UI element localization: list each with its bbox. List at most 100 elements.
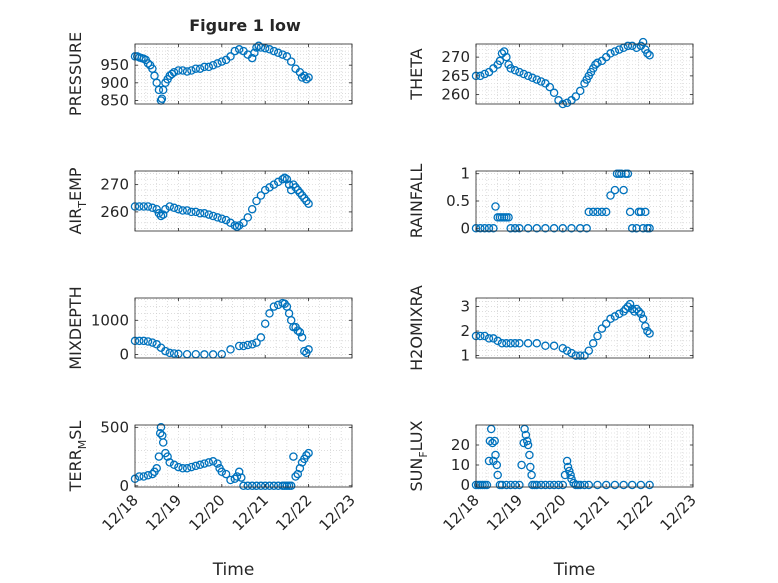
data-point <box>597 324 607 333</box>
data-point <box>226 218 235 228</box>
data-point <box>562 98 572 108</box>
data-point <box>623 169 633 178</box>
data-point <box>195 460 205 470</box>
data-point <box>204 458 214 467</box>
y-axis-label-subscript: F <box>417 451 430 457</box>
data-point <box>610 312 620 321</box>
data-point <box>567 474 576 484</box>
data-point <box>638 314 648 324</box>
data-point <box>135 336 144 346</box>
data-point <box>182 464 192 473</box>
data-point <box>591 60 600 69</box>
axes-box <box>134 424 353 488</box>
data-point <box>163 452 172 461</box>
y-axis-label: RAINFALL <box>407 164 426 239</box>
y-axis-label-part: SL <box>66 421 85 440</box>
data-point <box>221 469 231 479</box>
y-axis-label-part: AIR <box>66 208 85 235</box>
data-point <box>515 67 524 77</box>
data-point <box>148 469 157 479</box>
data-point <box>286 57 296 66</box>
data-point <box>148 203 157 213</box>
y-axis-label-part: EMP <box>66 167 85 201</box>
data-point <box>619 185 628 195</box>
data-point <box>260 319 270 328</box>
data-point <box>208 211 218 221</box>
data-point <box>627 224 637 233</box>
data-point <box>256 481 266 491</box>
data-point <box>221 215 231 225</box>
data-point <box>282 174 292 184</box>
data-point <box>489 334 498 343</box>
data-point <box>256 333 266 342</box>
data-point <box>213 213 222 222</box>
data-point <box>638 224 648 233</box>
data-point <box>523 339 533 348</box>
data-point <box>491 450 500 460</box>
grid <box>134 171 353 231</box>
data-point <box>558 224 568 233</box>
data-point <box>610 47 620 56</box>
data-point <box>606 314 615 324</box>
data-point <box>300 346 309 356</box>
data-point <box>302 451 311 460</box>
data-point <box>187 66 196 75</box>
y-tick-label: 3 <box>460 298 470 316</box>
data-point <box>247 340 257 349</box>
data-point <box>143 202 153 211</box>
data-point <box>234 467 244 477</box>
data-point <box>139 202 148 211</box>
data-point <box>506 480 515 490</box>
data-point <box>502 480 511 490</box>
data-point <box>490 436 499 446</box>
data-point <box>191 461 201 471</box>
data-point <box>178 464 187 473</box>
data-point <box>304 199 313 208</box>
data-point <box>234 341 244 351</box>
grid <box>134 43 353 105</box>
y-tick-label: 260 <box>441 86 470 104</box>
y-tick-label: 850 <box>100 91 129 109</box>
data-point <box>575 86 585 96</box>
grid <box>475 171 694 231</box>
data-point <box>515 224 524 233</box>
data-point <box>280 173 289 183</box>
data-point <box>526 462 535 472</box>
data-point <box>156 423 166 432</box>
data-point <box>588 207 598 217</box>
data-point <box>304 345 313 354</box>
data-point <box>606 49 615 58</box>
data-point <box>208 457 218 466</box>
data-point <box>619 480 628 490</box>
y-tick-label: 270 <box>441 48 470 66</box>
data-point <box>297 333 307 342</box>
data-point <box>195 64 205 73</box>
data-point <box>614 45 624 54</box>
data-point <box>484 224 494 233</box>
chart-mixdepth: 0 1000 MIXDEPTH <box>66 286 353 370</box>
data-point <box>230 46 240 56</box>
data-point <box>638 37 648 47</box>
data-point <box>563 462 573 472</box>
data-point <box>558 480 568 490</box>
data-point <box>167 69 177 79</box>
data-point <box>269 481 279 491</box>
data-point <box>549 341 559 351</box>
data-point <box>528 73 537 83</box>
data-point <box>232 222 242 232</box>
data-point <box>178 206 187 215</box>
data-point <box>169 67 179 77</box>
y-tick-label: 900 <box>100 74 129 92</box>
data-point <box>521 430 531 440</box>
data-point <box>506 224 515 233</box>
data-point <box>545 82 555 92</box>
data-point <box>489 224 498 233</box>
data-point <box>252 338 261 347</box>
data-point <box>645 51 654 60</box>
data-point <box>169 203 179 213</box>
data-point <box>584 346 594 355</box>
data-point <box>580 351 589 360</box>
data-point <box>523 71 533 81</box>
